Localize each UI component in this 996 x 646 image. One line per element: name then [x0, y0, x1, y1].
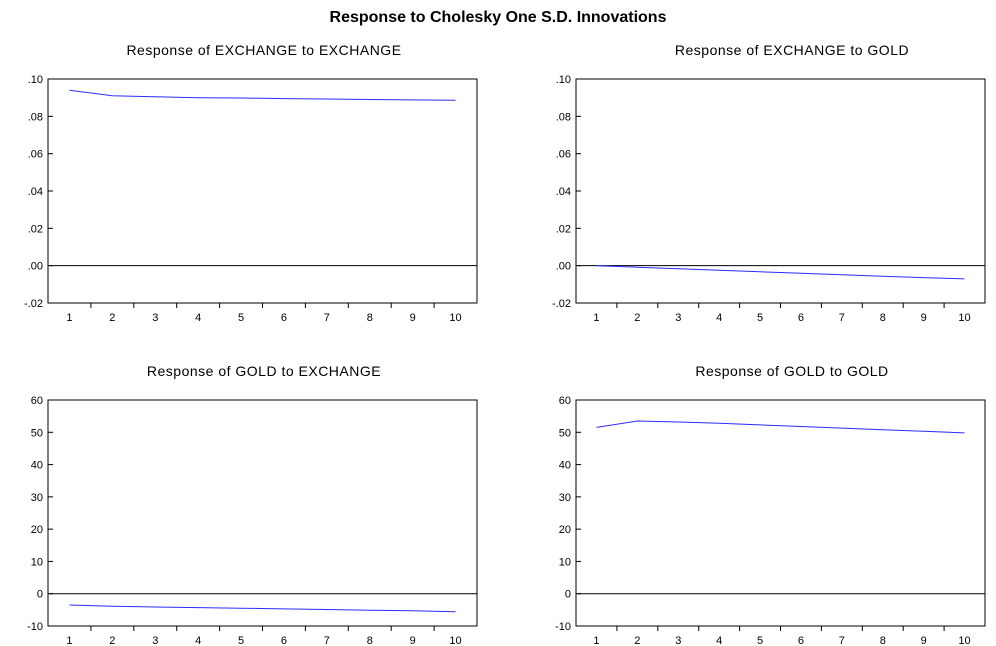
plot-frame — [47, 399, 478, 627]
y-tick-label: .06 — [28, 149, 43, 161]
panel-3: -10 0 10 20 30 40 50 60 1 2 3 4 5 6 7 8 9 10 — [27, 395, 478, 646]
panel-1: -.02 .00 .02 .04 .06 .08 .10 1 2 3 4 5 6 7 8 9 10 — [24, 74, 478, 324]
y-tick-label: .02 — [556, 223, 571, 235]
x-tick-label: 8 — [880, 635, 886, 646]
x-tick-label: 4 — [716, 312, 722, 324]
y-tick-label: .10 — [556, 74, 571, 86]
x-tick-label: 9 — [921, 635, 927, 646]
y-tick-label: 0 — [37, 589, 43, 601]
x-tick-label: 10 — [958, 312, 970, 324]
plot-frame — [47, 78, 478, 304]
y-tick-label: .10 — [28, 74, 43, 86]
x-tick-label: 4 — [195, 635, 201, 646]
y-tick-label: 10 — [559, 556, 571, 568]
y-tick-label: 30 — [31, 492, 43, 504]
x-tick-label: 1 — [66, 635, 72, 646]
response-line — [69, 604, 456, 613]
x-tick-label: 10 — [449, 635, 461, 646]
x-tick-label: 3 — [675, 312, 681, 324]
y-tick-label: 50 — [31, 427, 43, 439]
x-tick-label: 6 — [281, 635, 287, 646]
x-tick-label: 7 — [324, 635, 330, 646]
y-tick-label: 20 — [31, 524, 43, 536]
panel-title-gold-to-gold: Response of GOLD to GOLD — [695, 363, 889, 379]
panel-title-gold-to-exchange: Response of GOLD to EXCHANGE — [146, 363, 382, 379]
response-line — [69, 89, 456, 101]
y-tick-label: -10 — [27, 621, 43, 633]
x-tick-label: 2 — [634, 312, 640, 324]
response-line — [596, 265, 965, 280]
x-tick-label: 5 — [238, 312, 244, 324]
panel-2: -.02 .00 .02 .04 .06 .08 .10 1 2 3 4 5 6 7 8 9 10 — [552, 74, 986, 324]
y-tick-label: 0 — [565, 589, 571, 601]
x-tick-label: 5 — [238, 635, 244, 646]
y-tick-label: -10 — [555, 621, 571, 633]
x-tick-label: 10 — [958, 635, 970, 646]
x-tick-label: 7 — [839, 312, 845, 324]
x-tick-label: 8 — [367, 635, 373, 646]
y-tick-label: 40 — [559, 460, 571, 472]
y-tick-label: .02 — [28, 223, 43, 235]
x-tick-label: 3 — [675, 635, 681, 646]
plot-frame — [575, 78, 986, 304]
x-tick-label: 3 — [152, 312, 158, 324]
y-tick-label: .08 — [556, 111, 571, 123]
x-tick-label: 9 — [410, 312, 416, 324]
x-tick-label: 2 — [109, 312, 115, 324]
y-tick-label: 30 — [559, 492, 571, 504]
x-tick-label: 5 — [757, 312, 763, 324]
x-tick-label: 1 — [593, 312, 599, 324]
panel-title-exchange-to-gold: Response of EXCHANGE to GOLD — [674, 42, 910, 58]
x-tick-label: 8 — [367, 312, 373, 324]
panel-4: -10 0 10 20 30 40 50 60 1 2 3 4 5 6 7 8 9 10 — [555, 395, 986, 646]
y-tick-label: .08 — [28, 111, 43, 123]
x-tick-label: 1 — [66, 312, 72, 324]
x-tick-label: 4 — [195, 312, 201, 324]
y-tick-label: .00 — [556, 261, 571, 273]
x-tick-label: 3 — [152, 635, 158, 646]
x-tick-label: 9 — [410, 635, 416, 646]
response-line — [596, 420, 965, 434]
y-tick-label: -.02 — [552, 298, 571, 310]
y-tick-label: 40 — [31, 460, 43, 472]
x-tick-label: 1 — [593, 635, 599, 646]
figure-title: Response to Cholesky One S.D. Innovation… — [329, 9, 667, 26]
y-tick-label: 50 — [559, 427, 571, 439]
y-tick-label: .06 — [556, 149, 571, 161]
plot-frame — [575, 399, 986, 627]
y-tick-label: 10 — [31, 556, 43, 568]
y-tick-label: -.02 — [24, 298, 43, 310]
x-tick-label: 4 — [716, 635, 722, 646]
x-tick-label: 5 — [757, 635, 763, 646]
y-tick-label: .00 — [28, 261, 43, 273]
y-tick-label: 60 — [559, 395, 571, 407]
y-tick-label: 20 — [559, 524, 571, 536]
x-tick-label: 8 — [880, 312, 886, 324]
x-tick-label: 2 — [109, 635, 115, 646]
x-tick-label: 10 — [449, 312, 461, 324]
x-tick-label: 6 — [281, 312, 287, 324]
x-tick-label: 7 — [839, 635, 845, 646]
x-tick-label: 9 — [921, 312, 927, 324]
y-tick-label: .04 — [28, 186, 43, 198]
x-tick-label: 2 — [634, 635, 640, 646]
y-tick-label: .04 — [556, 186, 571, 198]
panel-title-exchange-to-exchange: Response of EXCHANGE to EXCHANGE — [126, 42, 402, 58]
x-tick-label: 6 — [798, 312, 804, 324]
x-tick-label: 7 — [324, 312, 330, 324]
x-tick-label: 6 — [798, 635, 804, 646]
y-tick-label: 60 — [31, 395, 43, 407]
